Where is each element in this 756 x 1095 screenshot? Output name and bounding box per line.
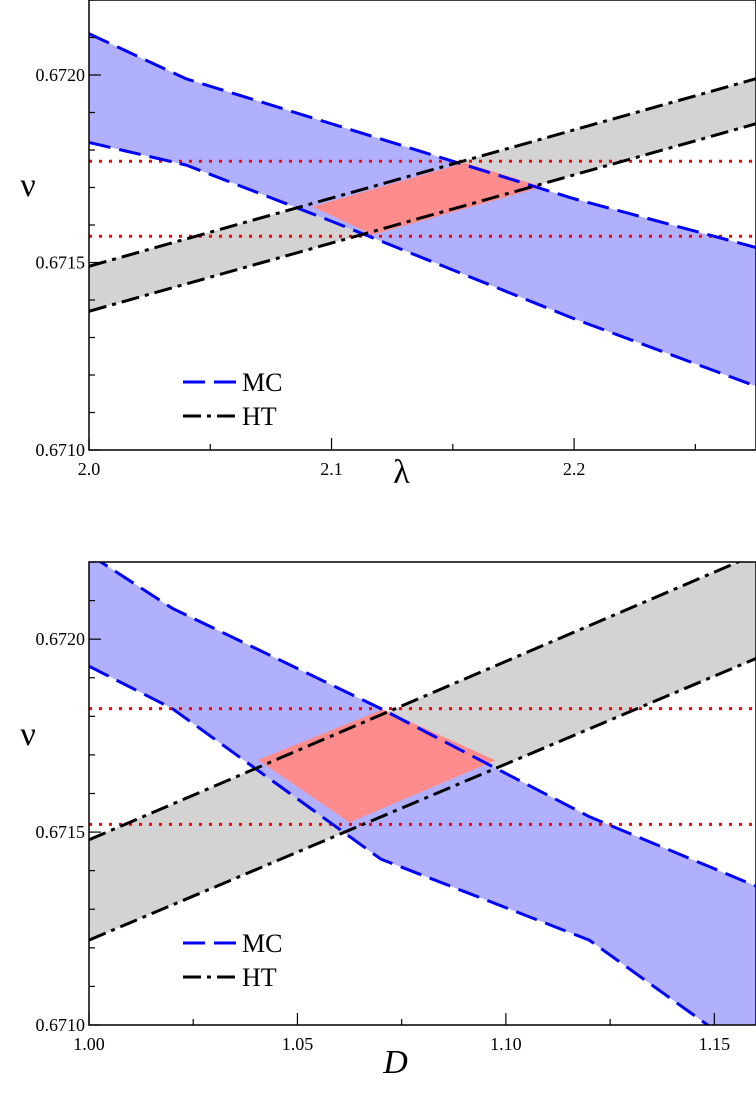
legend: MC HT — [183, 368, 282, 431]
mc-upper-line — [89, 32, 756, 249]
legend-label-mc: MC — [242, 368, 282, 397]
mc-lower-line — [89, 141, 756, 388]
x-tick-label: 2.0 — [78, 459, 101, 479]
mc-upper-line — [98, 562, 756, 888]
y-tick-label: 0.6710 — [36, 440, 86, 460]
x-tick-label: 1.15 — [699, 1034, 731, 1054]
y-tick-label: 0.6715 — [36, 253, 86, 273]
y-tick-label: 0.6720 — [36, 65, 86, 85]
y-tick-label: 0.6720 — [36, 629, 86, 649]
x-tick-label: 2.2 — [563, 459, 586, 479]
mc-lower-line — [89, 664, 711, 1025]
panel-1: 0.6710 0.6715 0.6720 2.0 2.1 2.2 λ ν MC HT — [20, 0, 756, 491]
y-axis-title: ν — [20, 716, 35, 753]
overlap-region — [312, 162, 543, 235]
band-fill-mc — [89, 562, 756, 1025]
x-tick-label: 1.10 — [490, 1034, 522, 1054]
legend-label-ht: HT — [242, 963, 277, 992]
y-tick-label: 0.6710 — [36, 1015, 86, 1035]
legend: MC HT — [183, 929, 282, 992]
ht-lower-line — [89, 122, 756, 313]
y-axis-title: ν — [20, 167, 35, 204]
legend-label-ht: HT — [242, 402, 277, 431]
x-axis-title: λ — [393, 454, 410, 491]
plot-area — [89, 562, 756, 1025]
x-tick-label: 1.05 — [282, 1034, 314, 1054]
x-tick-label: 2.1 — [320, 459, 343, 479]
legend-label-mc: MC — [242, 929, 282, 958]
plot-area — [89, 32, 756, 388]
x-tick-label: 1.00 — [73, 1034, 105, 1054]
ht-upper-line — [89, 562, 742, 842]
ht-lower-line — [89, 657, 756, 942]
y-tick-label: 0.6715 — [36, 822, 86, 842]
panel-2: 0.6710 0.6715 0.6720 1.00 1.05 1.10 1.15 Dν MC HT — [20, 561, 756, 1081]
x-axis-title: D — [382, 1044, 408, 1081]
ht-upper-line — [89, 77, 756, 268]
